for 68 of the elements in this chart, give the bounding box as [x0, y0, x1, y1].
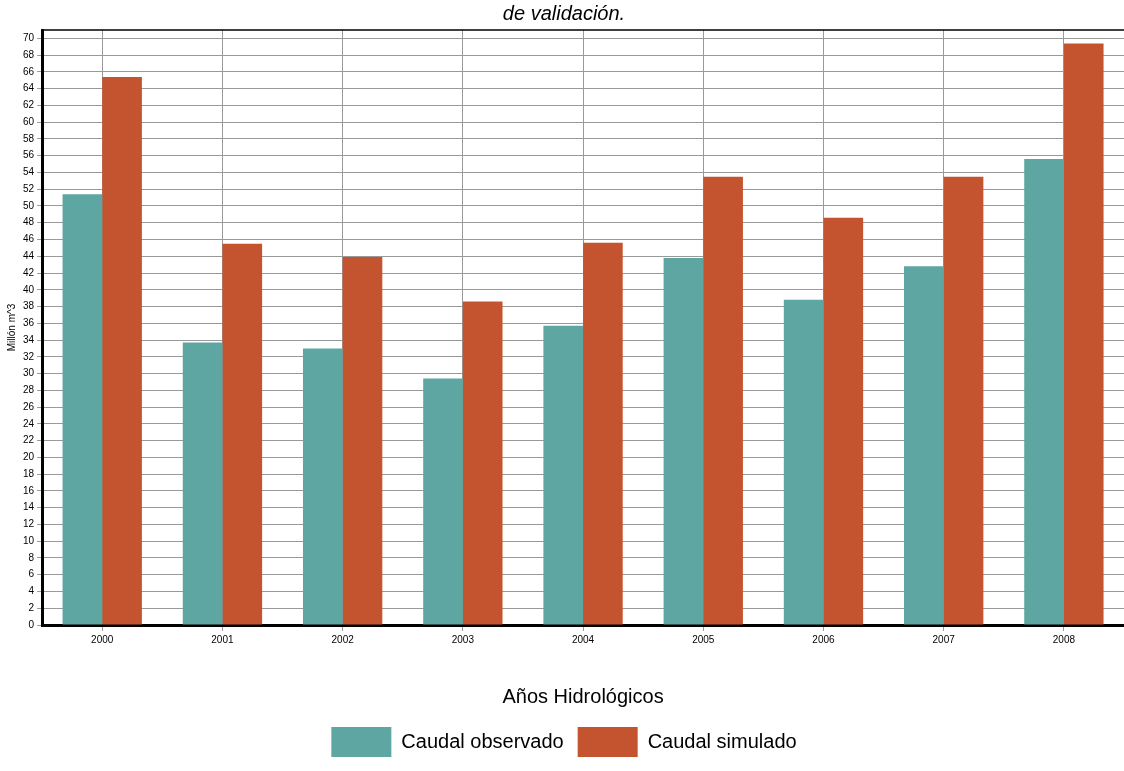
bar — [904, 266, 944, 625]
y-tick-label: 16 — [23, 484, 35, 496]
bar — [543, 325, 584, 625]
bar — [342, 257, 383, 625]
x-tick-label: 2003 — [451, 633, 475, 645]
y-tick-label: 42 — [23, 266, 35, 278]
bar — [583, 242, 623, 625]
legend-label: Caudal observado — [401, 729, 564, 752]
y-tick-label: 48 — [23, 216, 35, 228]
x-tick-label: 2000 — [91, 633, 114, 645]
y-axis-title: Millón m^3 — [5, 303, 17, 352]
y-tick-label: 68 — [23, 48, 35, 60]
y-tick-label: 28 — [23, 384, 35, 396]
y-tick-label: 52 — [23, 182, 35, 194]
y-tick-label: 70 — [23, 32, 35, 44]
y-tick-label: 6 — [28, 568, 35, 580]
bar — [222, 243, 263, 625]
x-tick-label: 2008 — [1052, 633, 1076, 645]
y-tick-label: 50 — [23, 199, 35, 211]
y-tick-label: 54 — [23, 166, 35, 178]
y-tick-label: 22 — [23, 434, 35, 446]
chart-title: de validación. — [502, 1, 626, 24]
bar — [663, 257, 704, 625]
bar — [703, 176, 743, 625]
legend-label: Caudal simulado — [647, 729, 797, 752]
y-tick-label: 8 — [28, 551, 35, 563]
x-axis-title: Años Hidrológicos — [502, 684, 664, 707]
y-tick-label: 20 — [23, 451, 35, 463]
y-tick-label: 0 — [28, 618, 35, 630]
y-tick-label: 46 — [23, 233, 35, 245]
bar — [1024, 159, 1064, 625]
y-tick-label: 30 — [23, 367, 35, 379]
bar — [423, 378, 463, 625]
bar — [182, 342, 223, 625]
y-tick-label: 60 — [23, 115, 35, 127]
bar — [62, 194, 103, 625]
x-tick-label: 2005 — [692, 633, 715, 645]
x-tick-label: 2001 — [211, 633, 234, 645]
x-tick-label: 2004 — [571, 633, 595, 645]
y-tick-label: 10 — [23, 534, 35, 546]
y-tick-label: 64 — [23, 82, 35, 94]
y-tick-label: 24 — [23, 417, 35, 429]
bar — [102, 76, 142, 625]
bar — [783, 299, 824, 625]
bar — [1063, 43, 1104, 625]
y-tick-label: 14 — [23, 501, 35, 513]
y-tick-label: 26 — [23, 400, 35, 412]
y-tick-label: 34 — [23, 333, 35, 345]
bar — [462, 301, 503, 625]
bar — [302, 348, 343, 625]
bar — [943, 176, 984, 625]
y-tick-label: 44 — [23, 250, 35, 262]
y-tick-label: 58 — [23, 132, 35, 144]
y-tick-label: 2 — [28, 601, 35, 613]
y-tick-label: 38 — [23, 300, 35, 312]
x-tick-label: 2007 — [932, 633, 956, 645]
y-tick-label: 62 — [23, 99, 35, 111]
y-tick-label: 56 — [23, 149, 35, 161]
y-tick-label: 18 — [23, 467, 35, 479]
y-tick-label: 40 — [23, 283, 35, 295]
y-tick-label: 36 — [23, 317, 35, 329]
x-tick-label: 2006 — [812, 633, 836, 645]
y-tick-label: 66 — [23, 65, 35, 77]
bar — [823, 217, 864, 625]
y-tick-label: 4 — [28, 585, 35, 597]
y-tick-label: 32 — [23, 350, 35, 362]
y-tick-label: 12 — [23, 518, 35, 530]
x-tick-label: 2002 — [331, 633, 355, 645]
